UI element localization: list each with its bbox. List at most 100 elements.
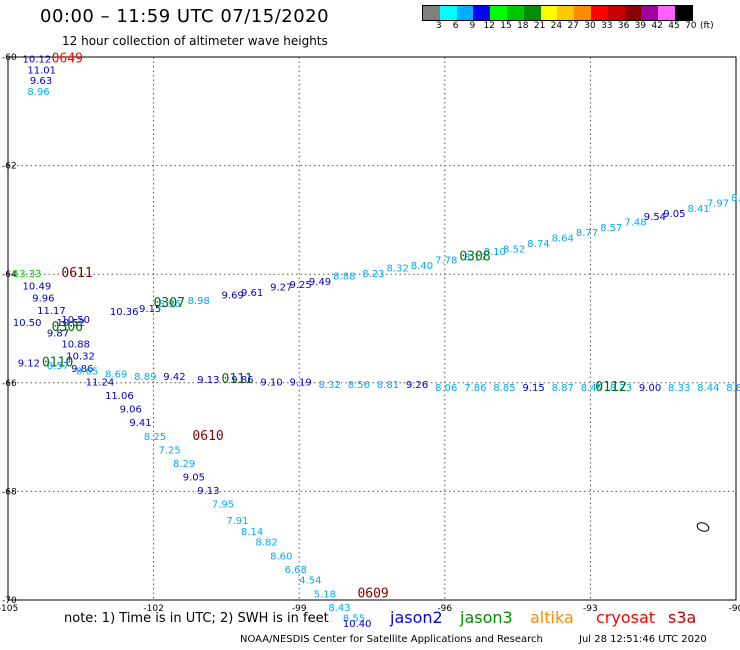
wave-height-label: 5.18	[314, 589, 336, 600]
scale-label: 39	[634, 21, 647, 31]
wave-height-label: 8.74	[527, 239, 549, 250]
scale-swatch	[456, 6, 474, 20]
wave-height-label: 8.89	[134, 372, 156, 383]
wave-height-label: 8.69	[105, 369, 127, 380]
wave-height-label: 8.10	[484, 247, 506, 258]
wave-height-label: 9.96	[32, 293, 54, 304]
scale-label: 21	[533, 21, 546, 31]
satellite-legend-item: s3a	[668, 608, 697, 627]
wave-height-label: 7.95	[212, 500, 234, 511]
wave-height-label: 8.49	[581, 383, 603, 394]
scale-label: 27	[567, 21, 579, 31]
pass-time-label: 0609	[357, 586, 388, 601]
color-scale	[422, 5, 693, 21]
satellite-legend-item: altika	[530, 608, 574, 627]
wave-height-label: 9.86	[71, 364, 93, 375]
map-frame	[7, 56, 737, 601]
pass-time-label: 0307	[154, 296, 185, 311]
wave-height-label: 9.15	[139, 304, 161, 315]
wave-height-label: 13.33	[13, 269, 42, 280]
wave-height-label: 9.19	[289, 378, 311, 389]
wave-height-label: 7.48	[624, 217, 646, 228]
scale-label: 24	[550, 21, 563, 31]
pass-time-label: 0111	[222, 372, 253, 387]
wave-height-label: 10.52	[57, 318, 86, 329]
wave-height-label: 9.15	[522, 383, 544, 394]
scale-swatch	[473, 6, 491, 20]
scale-swatch	[658, 6, 675, 20]
wave-height-label: 8.07	[731, 193, 740, 204]
page-subtitle: 12 hour collection of altimeter wave hei…	[62, 34, 328, 48]
satellite-legend-item: jason3	[460, 608, 513, 627]
wave-height-label: 8.87	[552, 383, 574, 394]
wave-height-label: 9.10	[260, 378, 282, 389]
wave-height-label: 8.98	[188, 296, 210, 307]
wave-height-label: 8.65	[76, 367, 98, 378]
wave-height-label: 8.57	[47, 361, 69, 372]
scale-swatch	[557, 6, 575, 20]
scale-label: 45	[668, 21, 680, 31]
pass-time-label: 0306	[52, 320, 83, 335]
lon-tick-label: -102	[143, 604, 163, 614]
scale-swatch	[607, 6, 625, 20]
scale-label: 33	[601, 21, 613, 31]
scale-label: 36	[617, 21, 630, 31]
scale-swatch	[490, 6, 507, 20]
wave-height-label: 8.52	[503, 244, 525, 255]
wave-height-label: 10.32	[66, 351, 95, 362]
page-title: 00:00 – 11:59 UTC 07/15/2020	[40, 6, 330, 27]
wave-height-label: 7.78	[435, 255, 457, 266]
wave-height-label: 11.01	[27, 65, 56, 76]
wave-height-label: 8.77	[576, 228, 598, 239]
wave-height-label: 8.96	[27, 87, 49, 98]
wave-height-label: 10.88	[61, 340, 90, 351]
wave-height-label: 8.14	[241, 527, 263, 538]
wave-height-label: 9.54	[644, 212, 666, 223]
wave-height-label: 8.44	[697, 383, 719, 394]
wave-height-label: 8.89	[726, 383, 740, 394]
wave-height-label: 8.60	[270, 551, 292, 562]
wave-height-label: 9.69	[222, 291, 244, 302]
scale-label: 30	[584, 21, 596, 31]
wave-height-label: 10.50	[13, 318, 42, 329]
wave-height-label: 9.49	[309, 277, 331, 288]
wave-height-label: 9.25	[289, 280, 311, 291]
wave-height-label: 9.06	[120, 405, 142, 416]
footer-note: note: 1) Time is in UTC; 2) SWH is in fe…	[64, 611, 329, 626]
wave-height-label: 9.26	[406, 380, 428, 391]
wave-height-label: 9.27	[270, 282, 292, 293]
footer-credit: NOAA/NESDIS Center for Satellite Applica…	[240, 634, 543, 645]
wave-height-label: 8.25	[144, 432, 166, 443]
scale-label: 12	[483, 21, 495, 31]
wave-height-label: 9.05	[663, 209, 685, 220]
scale-label: 15	[500, 21, 512, 31]
wave-height-label: 10.12	[23, 54, 52, 65]
scale-swatch	[540, 6, 558, 20]
wave-height-label: 9.61	[241, 288, 263, 299]
wave-height-label: 8.64	[552, 234, 574, 245]
scale-label: 3	[435, 21, 442, 31]
wave-height-label: 8.57	[600, 223, 622, 234]
scale-swatch	[439, 6, 457, 20]
wave-height-label: 9.42	[163, 372, 185, 383]
scale-swatch	[641, 6, 659, 20]
wave-height-label: 8.96	[158, 299, 180, 310]
wave-height-label: 8.55	[343, 614, 365, 625]
scale-label: 6	[452, 21, 459, 31]
wave-height-label: 9.00	[639, 383, 661, 394]
wave-height-label: 8.40	[411, 261, 433, 272]
wave-height-label: 9.12	[18, 359, 40, 370]
scale-swatch	[624, 6, 642, 20]
scale-unit: (ft)	[700, 21, 714, 31]
wave-height-label: 8.85	[493, 383, 515, 394]
wave-height-label: 7.25	[158, 445, 180, 456]
lon-tick-label: -105	[0, 604, 18, 614]
wave-height-label: 9.63	[30, 76, 52, 87]
pass-time-label: 0610	[192, 429, 223, 444]
wave-height-label: 7.86	[464, 383, 486, 394]
wave-height-label: 7.97	[707, 198, 729, 209]
footer-timestamp: Jul 28 12:51:46 UTC 2020	[579, 634, 707, 645]
wave-height-label: 8.41	[687, 204, 709, 215]
lat-tick-label: -60	[2, 53, 17, 63]
